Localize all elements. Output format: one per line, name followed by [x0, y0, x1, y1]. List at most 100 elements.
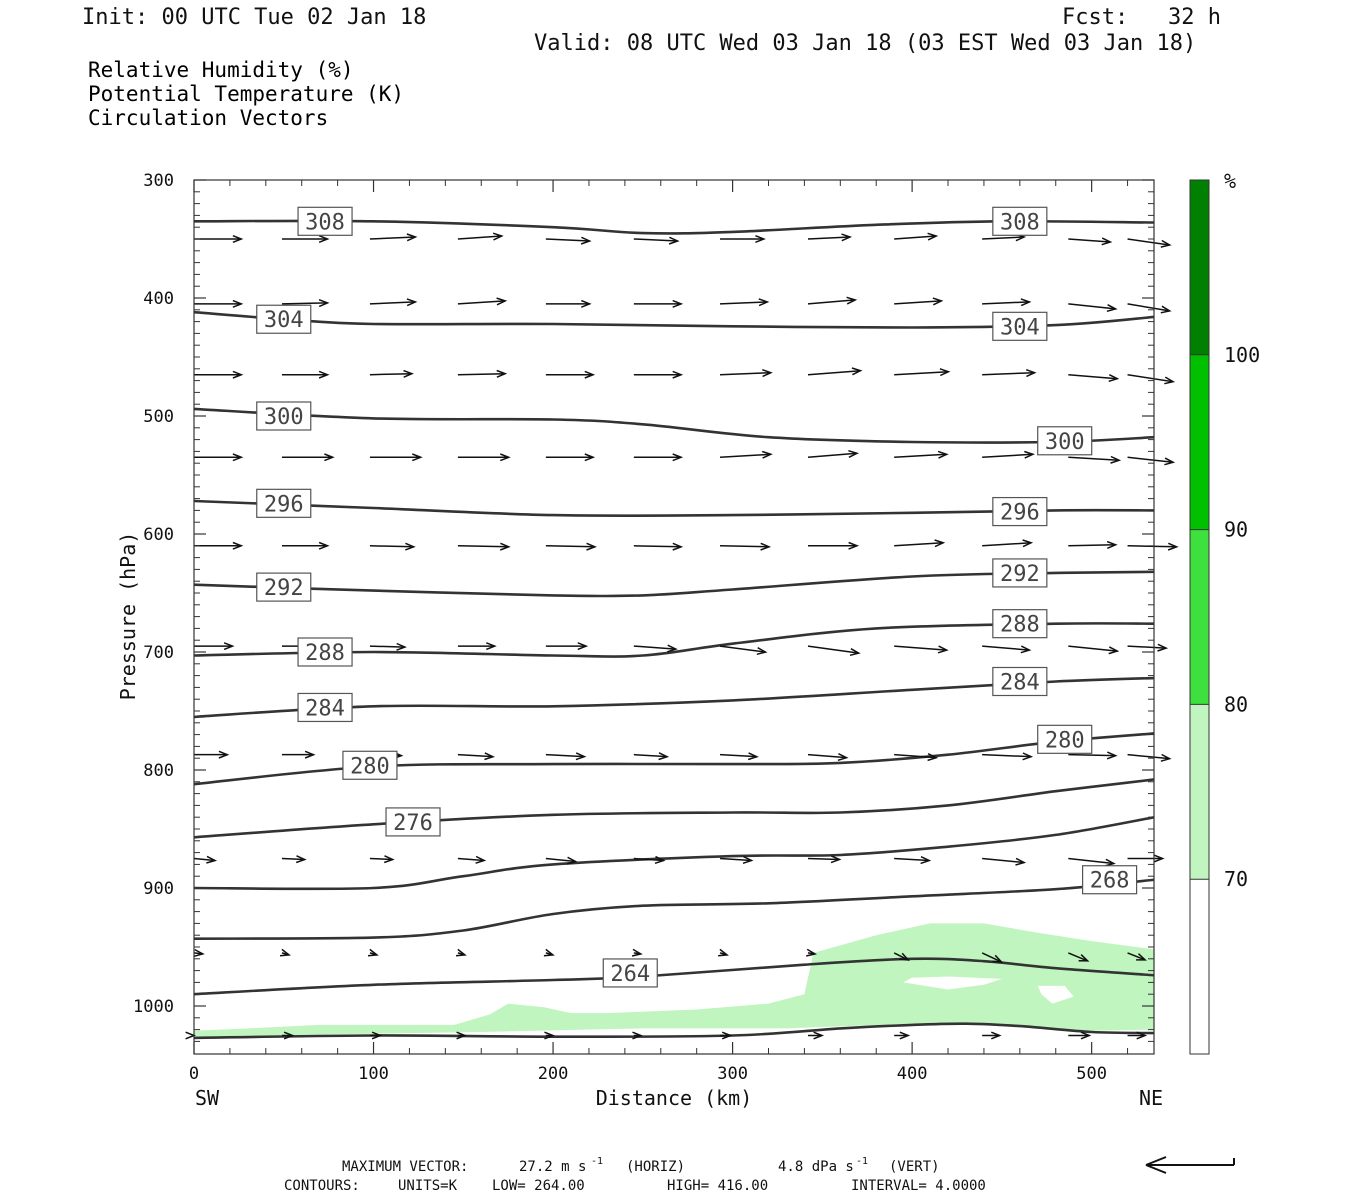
vector-arrow	[1127, 952, 1147, 961]
vector-head	[1153, 854, 1165, 863]
vector-shaft	[369, 645, 405, 648]
vector-shaft	[633, 545, 682, 548]
vector-arrow	[894, 297, 944, 306]
vector-head	[937, 645, 949, 654]
vector-arrow	[545, 453, 596, 462]
vector-arrow	[720, 235, 766, 243]
vector-arrow	[982, 752, 1034, 761]
vector-shaft	[982, 371, 1035, 376]
vector-shaft	[894, 753, 937, 759]
vector-head	[991, 1031, 1002, 1040]
vector-arrow	[894, 1031, 911, 1040]
vector-head	[672, 299, 684, 308]
vector-head	[1080, 1031, 1092, 1040]
vector-head	[304, 750, 316, 759]
theta-label-text: 308	[305, 210, 345, 235]
vector-head	[718, 948, 729, 957]
theta-label-box	[992, 666, 1048, 697]
vector-arrow	[543, 948, 555, 957]
theta-label-box	[992, 206, 1048, 236]
vector-shaft	[894, 300, 942, 305]
vector-shaft	[369, 372, 412, 376]
vector-head	[584, 453, 596, 462]
vector-arrow	[807, 753, 849, 762]
theta-label-280-1: 280	[1037, 724, 1093, 754]
init-time: Init: 00 UTC Tue 02 Jan 18	[82, 5, 427, 30]
vector-head	[492, 232, 504, 241]
vector-head	[566, 856, 578, 865]
vector-head	[849, 648, 861, 657]
vector-arrow	[281, 235, 330, 243]
vector-shaft	[719, 301, 768, 305]
vector-shaft	[1068, 753, 1116, 757]
footer-horiz-value: 27.2 m s	[519, 1159, 586, 1175]
y-tick-label: 800	[143, 761, 174, 781]
y-tick-label: 900	[143, 879, 174, 899]
vector-arrow	[193, 948, 205, 958]
footer-vert-unit: (VERT)	[889, 1159, 940, 1175]
vector-head	[1101, 237, 1113, 246]
y-tick-label: 300	[143, 171, 174, 191]
vector-arrow	[457, 232, 504, 241]
colorbar-segment	[1190, 529, 1209, 705]
vector-head	[1078, 954, 1090, 962]
vector-head	[367, 948, 379, 957]
vector-arrow	[457, 752, 495, 761]
vector-arrow	[1068, 952, 1090, 962]
vector-arrow	[807, 449, 860, 459]
vector-shaft	[1127, 952, 1146, 961]
theta-label-288-0: 288	[297, 637, 353, 667]
vector-arrow	[982, 539, 1034, 548]
theta-label-box	[297, 206, 353, 236]
vector-shaft	[457, 857, 485, 862]
vector-head	[1157, 643, 1169, 652]
theta-label-284-1: 284	[992, 666, 1048, 697]
theta-label-text: 288	[305, 641, 345, 666]
theta-label-box	[1082, 865, 1138, 895]
theta-label-text: 288	[1000, 613, 1040, 638]
vector-head	[658, 752, 670, 761]
vector-arrow	[806, 948, 818, 957]
vector-arrow	[982, 368, 1037, 378]
vector-shaft	[1127, 456, 1174, 464]
theta-label-text: 300	[264, 405, 304, 430]
vector-head	[747, 752, 759, 761]
theta-label-text: 296	[264, 492, 304, 517]
vector-shaft	[633, 238, 678, 242]
theta-contour-300	[194, 407, 1154, 444]
vector-shaft	[807, 753, 847, 759]
vector-shaft	[807, 236, 851, 240]
valid-time: Valid: 08 UTC Wed 03 Jan 18 (03 EST Wed …	[534, 31, 1197, 56]
vector-head	[1136, 1031, 1148, 1040]
y-tick-label: 1000	[133, 997, 174, 1017]
vector-arrow	[455, 948, 467, 957]
colorbar-segment	[1190, 879, 1209, 1054]
vector-shaft	[281, 302, 328, 305]
vector-arrow	[369, 542, 416, 551]
vector-arrow	[1068, 857, 1116, 867]
reference-vector-arrow-icon	[1145, 1156, 1235, 1174]
vector-shaft	[719, 645, 766, 653]
vector-arrow	[457, 297, 508, 306]
vector-head	[830, 855, 842, 864]
vector-shaft	[982, 753, 1032, 758]
vector-head	[318, 541, 330, 550]
vector-shaft	[545, 857, 576, 863]
vector-arrow	[633, 855, 666, 865]
vector-arrow	[1068, 455, 1122, 464]
vector-head	[412, 453, 423, 462]
vector-arrow	[1068, 540, 1118, 549]
vector-shaft	[982, 301, 1030, 305]
vector-head	[456, 1031, 467, 1040]
vector-arrow	[894, 539, 946, 548]
vector-shaft	[719, 371, 771, 376]
vector-head	[1020, 645, 1032, 654]
theta-contour-268	[194, 878, 1154, 940]
theta-label-308-0: 308	[297, 206, 353, 236]
vector-arrow	[633, 542, 684, 551]
vector-shaft	[719, 453, 771, 459]
x-tick-label: 100	[358, 1064, 389, 1084]
vector-head	[206, 855, 218, 864]
vector-arrow	[982, 298, 1032, 307]
theta-label-box	[992, 496, 1048, 527]
